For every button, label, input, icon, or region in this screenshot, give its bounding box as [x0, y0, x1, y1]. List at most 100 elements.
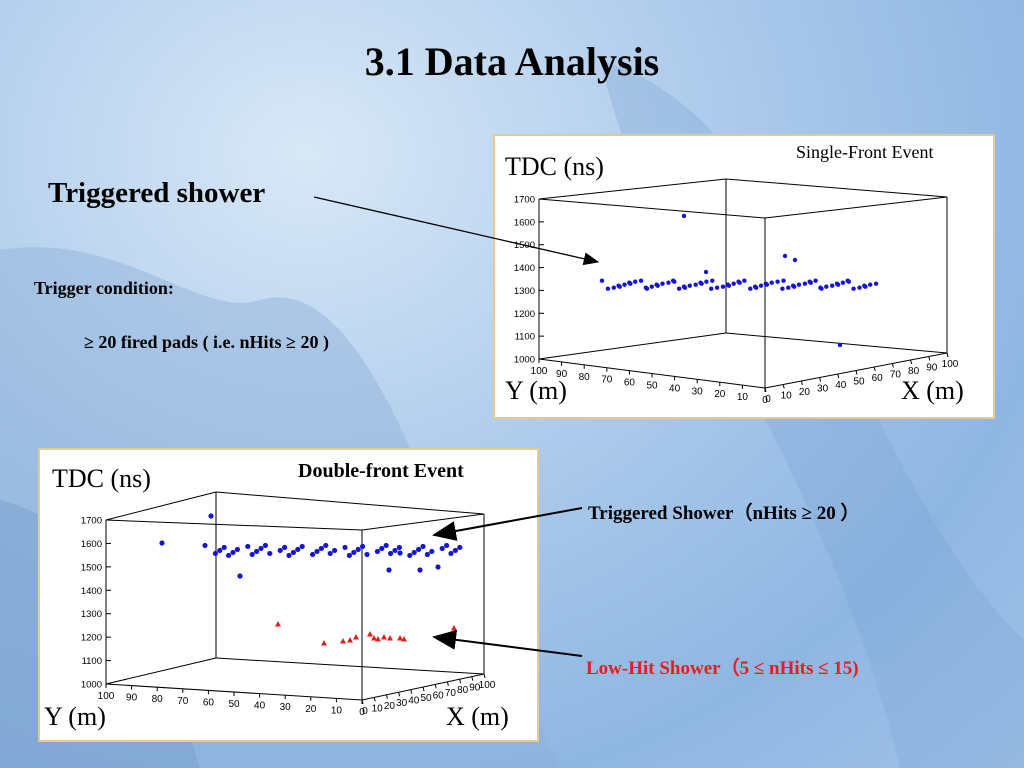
single-y-tick-label: 50: [646, 381, 658, 392]
triggered-shower-heading: Triggered shower: [48, 177, 266, 209]
double-low-hit-point: [371, 635, 377, 641]
double-front-y-axis-label: Y (m): [44, 702, 106, 731]
double-z-tick-label: 1100: [82, 656, 102, 667]
single-hit-point: [862, 283, 867, 288]
single-hit-point: [736, 279, 741, 284]
single-y-tick-label: 80: [579, 372, 591, 383]
single-x-tick-label: 80: [908, 366, 920, 377]
single-hit-point: [599, 278, 605, 283]
double-triggered-point: [221, 544, 227, 551]
double-triggered-point: [420, 543, 426, 550]
double-low-hit-point: [367, 631, 373, 637]
double-triggered-point: [230, 549, 236, 556]
single-hit-point: [649, 284, 654, 289]
double-front-z-axis-label: TDC (ns): [52, 464, 151, 493]
single-hit-point: [611, 285, 616, 290]
single-hit-point: [605, 286, 611, 291]
single-hit-point: [830, 283, 835, 288]
single-hit-point: [703, 269, 709, 275]
double-triggered-point: [254, 548, 260, 555]
triggered-shower-annotation: Triggered Shower（nHits ≥ 20 ）: [588, 503, 860, 524]
double-triggered-point: [392, 547, 398, 554]
double-z-tick-label: 1200: [81, 633, 102, 644]
double-triggered-point: [435, 564, 441, 570]
single-x-tick-label: 40: [835, 380, 847, 391]
double-x-tick-label: 0: [362, 706, 368, 717]
single-box-edge: [538, 198, 766, 219]
low-hit-shower-annotation: Low-Hit Shower（5 ≤ nHits ≤ 15): [586, 658, 859, 679]
single-z-tick-label: 1300: [514, 286, 535, 297]
double-triggered-point: [234, 546, 240, 553]
single-hit-point: [676, 286, 682, 291]
single-x-tick-label: 30: [817, 384, 829, 395]
double-triggered-point: [457, 544, 463, 551]
single-hit-point: [813, 278, 818, 283]
single-hit-point: [796, 282, 802, 287]
double-triggered-point: [262, 542, 268, 549]
single-hit-point: [720, 284, 726, 289]
double-x-tick: [422, 686, 425, 692]
slide-title: 3.1 Data Analysis: [364, 39, 660, 84]
single-hit-point: [818, 285, 823, 290]
double-triggered-point: [429, 548, 435, 555]
single-x-tick: [928, 356, 931, 361]
double-triggered-point: [290, 549, 296, 556]
double-x-tick-label: 90: [469, 683, 481, 694]
single-hit-point: [654, 282, 659, 287]
single-hit-point: [790, 283, 796, 288]
double-triggered-point: [245, 543, 251, 550]
single-front-event-label: Single-Front Event: [796, 142, 934, 162]
single-hit-point: [725, 282, 730, 287]
double-triggered-point: [448, 550, 454, 557]
single-x-tick: [946, 352, 949, 358]
single-box-edge: [538, 332, 727, 360]
single-hit-point: [840, 280, 846, 285]
single-hit-point: [824, 284, 829, 289]
double-y-tick-label: 70: [177, 696, 189, 707]
single-hit-point: [752, 284, 758, 289]
double-x-tick-label: 30: [396, 698, 408, 709]
single-y-tick-label: 10: [737, 392, 749, 403]
single-hit-point: [660, 281, 665, 286]
double-x-tick-label: 100: [479, 680, 496, 691]
double-low-hit-point: [321, 640, 327, 646]
double-triggered-point: [417, 567, 423, 573]
single-y-tick-label: 0: [762, 395, 768, 406]
double-x-tick: [471, 676, 474, 681]
single-hit-point: [627, 280, 632, 285]
single-hit-point: [638, 278, 644, 283]
double-triggered-point: [346, 552, 352, 559]
double-x-tick-label: 50: [420, 693, 432, 704]
single-x-tick: [782, 384, 785, 389]
double-triggered-point: [286, 552, 292, 559]
single-z-tick-label: 1400: [514, 263, 535, 274]
double-triggered-point: [159, 540, 165, 546]
double-triggered-point: [202, 542, 208, 549]
single-front-event-plot: 1700 1600 1500 1400 1300 1200 1100 1000 100 90 80 7…: [493, 134, 995, 419]
double-x-tick: [483, 673, 486, 679]
single-hit-point: [622, 282, 627, 287]
double-triggered-point: [318, 545, 324, 552]
double-triggered-point: [217, 547, 223, 554]
single-hit-point: [786, 285, 791, 290]
single-hit-point: [845, 278, 850, 283]
single-hit-point: [714, 285, 720, 290]
double-y-tick-label: 40: [254, 701, 266, 712]
double-z-tick-label: 1400: [81, 586, 102, 597]
single-hit-point: [616, 283, 621, 288]
single-hit-point: [698, 280, 703, 285]
double-triggered-point: [397, 550, 403, 556]
double-triggered-point: [351, 549, 357, 556]
double-triggered-point: [237, 573, 243, 579]
double-triggered-point: [208, 513, 214, 519]
single-hit-point: [769, 280, 774, 285]
single-hit-point: [834, 281, 840, 286]
single-hit-point: [763, 281, 768, 286]
single-x-tick: [764, 387, 767, 393]
double-triggered-point: [452, 547, 458, 554]
double-x-tick: [446, 681, 449, 686]
single-hit-point: [781, 278, 786, 283]
single-x-tick-label: 70: [890, 370, 902, 381]
double-triggered-point: [407, 552, 413, 559]
